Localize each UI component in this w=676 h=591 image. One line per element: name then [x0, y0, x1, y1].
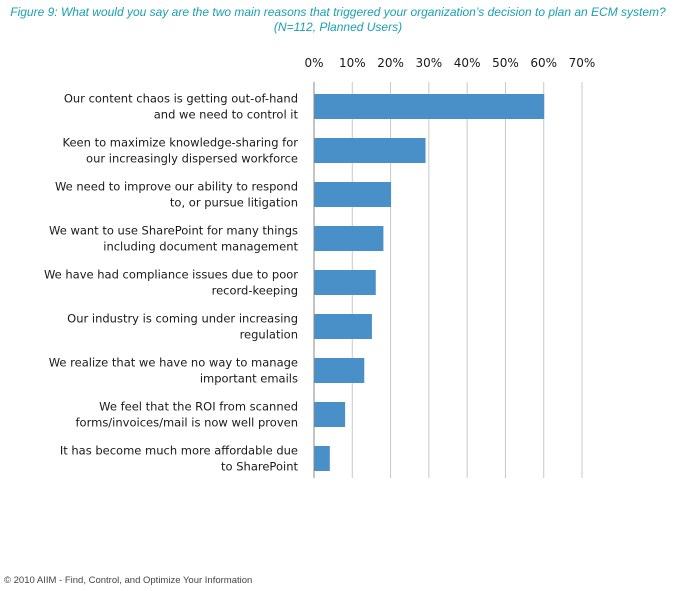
- bar: [314, 402, 346, 427]
- x-tick-label: 10%: [339, 56, 366, 70]
- category-label: It has become much more affordable due to…: [60, 444, 299, 474]
- category-label: We have had compliance issues due to poo…: [44, 268, 298, 298]
- category-label: We want to use SharePoint for many thing…: [49, 224, 298, 254]
- copyright-footer: © 2010 AIIM - Find, Control, and Optimiz…: [4, 575, 253, 586]
- x-tick-label: 50%: [492, 56, 519, 70]
- x-axis-ticks: 0% 10% 20% 30% 40% 50% 60% 70%: [304, 56, 595, 70]
- bar: [314, 270, 376, 295]
- bar: [314, 182, 392, 207]
- x-tick-label: 0%: [304, 56, 323, 70]
- figure-title-line-1: Figure 9: What would you say are the two…: [10, 5, 666, 19]
- bar: [314, 138, 426, 163]
- category-label: Keen to maximize knowledge-sharing for ou…: [63, 136, 299, 166]
- x-tick-label: 30%: [416, 56, 443, 70]
- figure-title: Figure 9: What would you say are the two…: [0, 5, 676, 35]
- category-label: We realize that we have no way to manage…: [49, 356, 298, 386]
- x-tick-label: 20%: [377, 56, 404, 70]
- x-tick-label: 60%: [530, 56, 557, 70]
- x-tick-label: 40%: [454, 56, 481, 70]
- bars-layer: [314, 94, 545, 471]
- x-tick-label: 70%: [569, 56, 596, 70]
- bar-chart: 0% 10% 20% 30% 40% 50% 60% 70% Our content chao…: [44, 56, 595, 478]
- bar: [314, 446, 330, 471]
- bar: [314, 358, 365, 383]
- category-label: Our industry is coming under increasing r…: [67, 312, 298, 342]
- bar: [314, 226, 384, 251]
- category-label: We feel that the ROI from scanned forms/i…: [76, 400, 299, 430]
- figure-subtitle: (N=112, Planned Users): [273, 20, 403, 34]
- bar: [314, 94, 545, 119]
- category-label: Our content chaos is getting out-of-hand…: [64, 92, 299, 122]
- category-labels: Our content chaos is getting out-of-hand…: [44, 92, 299, 474]
- category-label: We need to improve our ability to respon…: [55, 180, 298, 210]
- bar: [314, 314, 372, 339]
